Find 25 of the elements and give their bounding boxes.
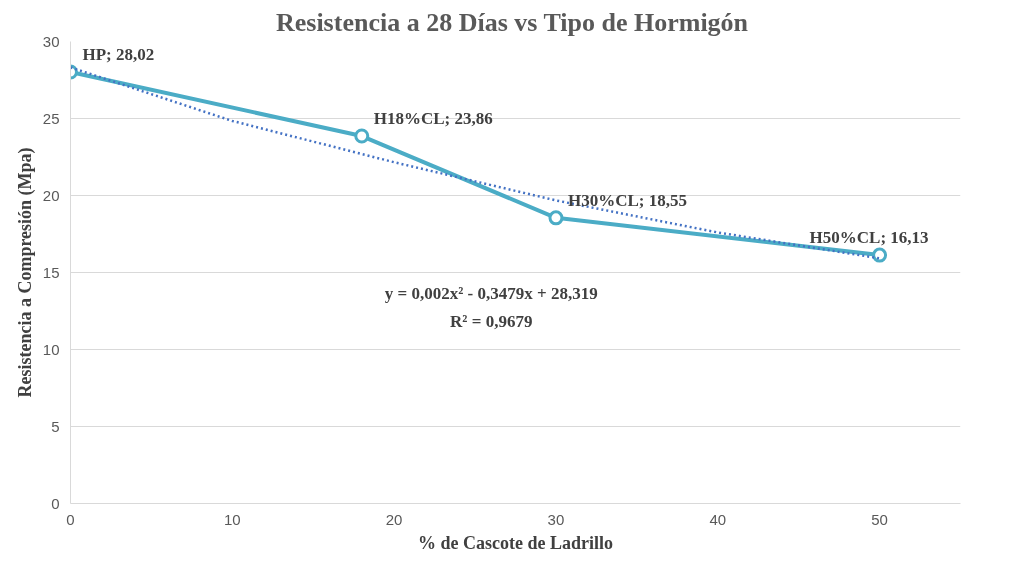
x-tick-label: 40 [709, 510, 727, 528]
data-label: HP; 28,02 [82, 44, 155, 64]
annotation: R² = 0,9679 [450, 312, 533, 332]
y-tick-label: 25 [42, 109, 60, 127]
annotation: y = 0,002x² - 0,3479x + 28,319 [384, 284, 598, 304]
x-tick-label: 10 [223, 510, 241, 528]
x-tick-label: 50 [871, 510, 888, 528]
y-axis-title: Resistencia a Compresión (Mpa) [14, 147, 36, 398]
x-axis-title: % de Cascote de Ladrillo [418, 532, 614, 553]
point [548, 210, 564, 226]
data-label: H50%CL; 16,13 [809, 228, 929, 248]
x-tick-label: 0 [66, 510, 75, 528]
y-tick-label: 10 [42, 340, 60, 358]
x-tick-label: 30 [547, 510, 565, 528]
y-tick-label: 15 [42, 263, 60, 281]
y-tick-label: 5 [51, 417, 60, 435]
chart-title: Resistencia a 28 Días vs Tipo de Hormigón [275, 7, 749, 37]
point [872, 247, 888, 263]
x-tick-label: 20 [385, 510, 403, 528]
data-label: H18%CL; 23,86 [373, 109, 493, 129]
y-tick-label: 20 [42, 186, 60, 204]
point [354, 128, 370, 144]
y-tick-label: 0 [51, 494, 60, 512]
data-label: H30%CL; 18,55 [567, 190, 687, 210]
y-tick-label: 30 [42, 32, 60, 50]
